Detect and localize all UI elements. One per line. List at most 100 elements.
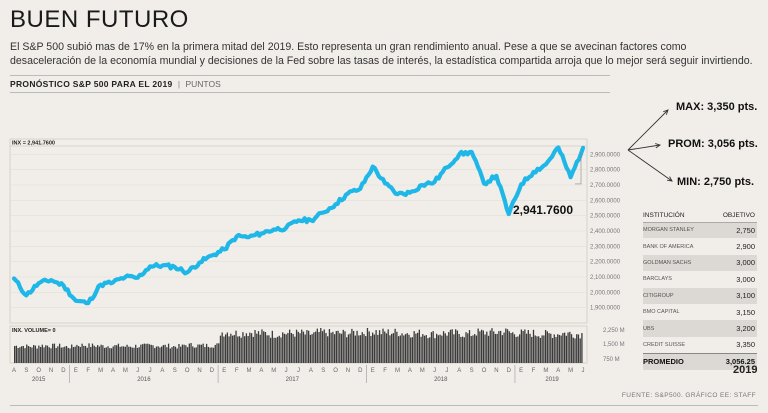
institution-target: 3,350	[736, 340, 755, 350]
volume-bar	[183, 344, 185, 363]
volume-bar	[410, 337, 412, 363]
volume-bar	[259, 334, 261, 363]
volume-bar	[572, 337, 574, 363]
volume-bar	[314, 331, 317, 363]
volume-bar	[439, 334, 441, 363]
volume-bar	[299, 333, 301, 363]
volume-bar	[100, 344, 102, 363]
volume-bar	[233, 335, 235, 363]
x-month-label: A	[556, 368, 560, 374]
intro-text: El S&P 500 subió mas de 17% en la primer…	[10, 41, 753, 67]
volume-bar	[69, 348, 71, 363]
volume-bar	[416, 332, 419, 363]
chart-grid: INX = 2,941.7600 INX. VOLUME= 0	[9, 138, 588, 364]
volume-bar	[20, 346, 23, 363]
price-line	[11, 145, 586, 306]
volume-bar	[147, 343, 149, 363]
volume-bar	[427, 338, 429, 363]
volume-bar	[186, 347, 189, 363]
volume-bar	[154, 348, 156, 363]
volume-bar	[308, 330, 310, 363]
volume-bar	[271, 330, 273, 363]
volume-bar	[392, 333, 395, 363]
volume-bar	[131, 347, 133, 363]
volume-bar	[505, 328, 507, 363]
volume-bar	[385, 333, 388, 363]
volume-bar	[503, 332, 505, 363]
volume-bar	[363, 334, 365, 363]
volume-bar	[195, 347, 197, 363]
volume-bar	[45, 345, 47, 363]
volume-bar	[162, 345, 165, 363]
volume-bar	[242, 332, 244, 363]
volume-bar	[103, 347, 106, 363]
volume-bar	[121, 346, 123, 363]
forecast-arrow-line	[627, 109, 669, 151]
chart-unit: PUNTOS	[185, 79, 221, 89]
volume-bar	[570, 334, 573, 363]
x-month-label: D	[507, 368, 512, 374]
institution-name: UBS	[643, 320, 712, 337]
institution-name: BMO CAPITAL	[643, 309, 680, 316]
header-target: OBJETIVO	[711, 210, 757, 223]
institution-name: GOLDMAN SACHS	[643, 254, 712, 272]
x-month-label: F	[86, 368, 90, 374]
x-month-label: A	[111, 368, 115, 374]
volume-bar	[541, 335, 543, 363]
volume-bar	[171, 347, 173, 363]
institution-target: 3,150	[736, 307, 755, 317]
volume-bar	[468, 330, 471, 363]
volume-bar	[133, 347, 135, 363]
volume-bar	[93, 345, 95, 363]
volume-bar	[538, 336, 540, 363]
volume-bar	[212, 347, 215, 363]
volume-bar	[263, 331, 265, 363]
volume-bar	[19, 347, 21, 363]
volume-bar	[423, 335, 426, 363]
volume-bar	[112, 346, 114, 363]
volume-bar	[164, 344, 166, 363]
x-month-label: S	[321, 368, 325, 374]
volume-bar	[250, 333, 253, 363]
volume-bar	[313, 332, 315, 363]
volume-bar	[434, 338, 436, 363]
volume-bar	[456, 330, 459, 363]
volume-bar	[467, 333, 469, 363]
volume-bar	[207, 346, 209, 363]
y-tick-label: 2,900.0000	[590, 152, 621, 158]
y-tick-label: 2,700.0000	[590, 183, 621, 189]
y-tick-label: 2,300.0000	[590, 244, 621, 250]
volume-bar	[159, 347, 161, 363]
x-month-label: N	[346, 368, 350, 374]
x-month-label: D	[358, 368, 363, 374]
volume-bar	[72, 347, 75, 363]
volume-bar	[143, 343, 146, 363]
volume-bar	[138, 347, 140, 363]
table-row: MORGAN STANLEY 2,750	[643, 222, 757, 239]
volume-panel-title: INX. VOLUME= 0	[12, 328, 56, 334]
forecast-arrow-head	[655, 143, 662, 149]
volume-bar	[543, 335, 545, 363]
volume-bar	[430, 332, 433, 363]
volume-bar	[67, 347, 69, 363]
volume-bar	[128, 346, 130, 363]
volume-bar	[53, 343, 56, 363]
volume-bar	[356, 330, 358, 363]
volume-bar	[411, 337, 414, 363]
volume-bar	[81, 343, 83, 363]
x-month-label: J	[285, 368, 288, 374]
volume-bar	[178, 343, 180, 363]
volume-bar	[354, 335, 357, 363]
x-month-label: O	[36, 368, 41, 374]
volume-bar	[173, 345, 175, 363]
volume-bar	[140, 344, 142, 363]
volume-bar	[29, 346, 31, 363]
table-row: BMO CAPITAL 3,150	[643, 304, 757, 320]
volume-bar	[311, 334, 313, 363]
volume-bar	[77, 346, 80, 363]
x-month-label: M	[271, 368, 276, 374]
volume-bar	[377, 334, 379, 363]
institution-target: 3,000	[711, 254, 757, 272]
volume-bar	[74, 346, 76, 363]
